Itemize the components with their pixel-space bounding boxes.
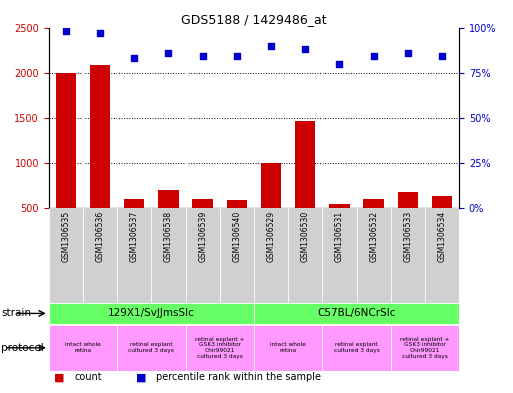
Text: retinal explant
cultured 3 days: retinal explant cultured 3 days [333, 342, 380, 353]
Text: percentile rank within the sample: percentile rank within the sample [156, 372, 322, 382]
Text: GSM1306535: GSM1306535 [62, 211, 70, 263]
Bar [425, 208, 459, 303]
Point [164, 50, 172, 56]
Bar [49, 325, 117, 371]
Bar [363, 199, 384, 253]
Point [336, 61, 344, 67]
Bar [158, 190, 179, 253]
Text: GSM1306533: GSM1306533 [403, 211, 412, 263]
Text: protocol: protocol [1, 343, 44, 353]
Bar [90, 66, 110, 253]
Point [233, 53, 241, 60]
Text: intact whole
retina: intact whole retina [65, 342, 101, 353]
Bar [288, 208, 322, 303]
Bar [186, 208, 220, 303]
Text: 129X1/SvJJmsSlc: 129X1/SvJJmsSlc [108, 309, 195, 318]
Bar [124, 199, 145, 253]
Title: GDS5188 / 1429486_at: GDS5188 / 1429486_at [181, 13, 327, 26]
Bar [220, 208, 254, 303]
Text: retinal explant
cultured 3 days: retinal explant cultured 3 days [128, 342, 174, 353]
Bar [295, 121, 315, 253]
Bar [391, 325, 459, 371]
Text: GSM1306538: GSM1306538 [164, 211, 173, 262]
Bar [254, 303, 459, 324]
Text: ■: ■ [54, 372, 64, 382]
Text: GSM1306532: GSM1306532 [369, 211, 378, 262]
Point [96, 30, 104, 36]
Text: intact whole
retina: intact whole retina [270, 342, 306, 353]
Point [199, 53, 207, 60]
Point [301, 46, 309, 52]
Text: GSM1306530: GSM1306530 [301, 211, 310, 263]
Bar [432, 196, 452, 253]
Text: count: count [74, 372, 102, 382]
Text: strain: strain [1, 309, 31, 318]
Bar [55, 73, 76, 253]
Bar [398, 192, 418, 253]
Point [369, 53, 378, 60]
Bar [186, 325, 254, 371]
Bar [49, 303, 254, 324]
Text: GSM1306539: GSM1306539 [198, 211, 207, 263]
Bar [357, 208, 391, 303]
Text: retinal explant +
GSK3 inhibitor
Chir99021
cultured 3 days: retinal explant + GSK3 inhibitor Chir990… [195, 337, 245, 359]
Bar [117, 325, 186, 371]
Bar [192, 199, 213, 253]
Point [404, 50, 412, 56]
Text: GSM1306536: GSM1306536 [95, 211, 105, 263]
Point [267, 42, 275, 49]
Bar [322, 208, 357, 303]
Text: GSM1306537: GSM1306537 [130, 211, 139, 263]
Text: C57BL/6NCrSlc: C57BL/6NCrSlc [317, 309, 396, 318]
Bar [83, 208, 117, 303]
Bar [117, 208, 151, 303]
Bar [391, 208, 425, 303]
Bar [322, 325, 391, 371]
Bar [254, 325, 322, 371]
Bar [49, 208, 83, 303]
Bar [329, 204, 350, 253]
Point [438, 53, 446, 60]
Bar [254, 208, 288, 303]
Text: GSM1306540: GSM1306540 [232, 211, 241, 263]
Text: ■: ■ [136, 372, 146, 382]
Text: retinal explant +
GSK3 inhibitor
Chir99021
cultured 3 days: retinal explant + GSK3 inhibitor Chir990… [400, 337, 450, 359]
Text: GSM1306531: GSM1306531 [335, 211, 344, 262]
Bar [151, 208, 186, 303]
Point [62, 28, 70, 34]
Bar [261, 163, 281, 253]
Bar [227, 200, 247, 253]
Point [130, 55, 139, 61]
Text: GSM1306529: GSM1306529 [267, 211, 275, 262]
Text: GSM1306534: GSM1306534 [438, 211, 446, 263]
